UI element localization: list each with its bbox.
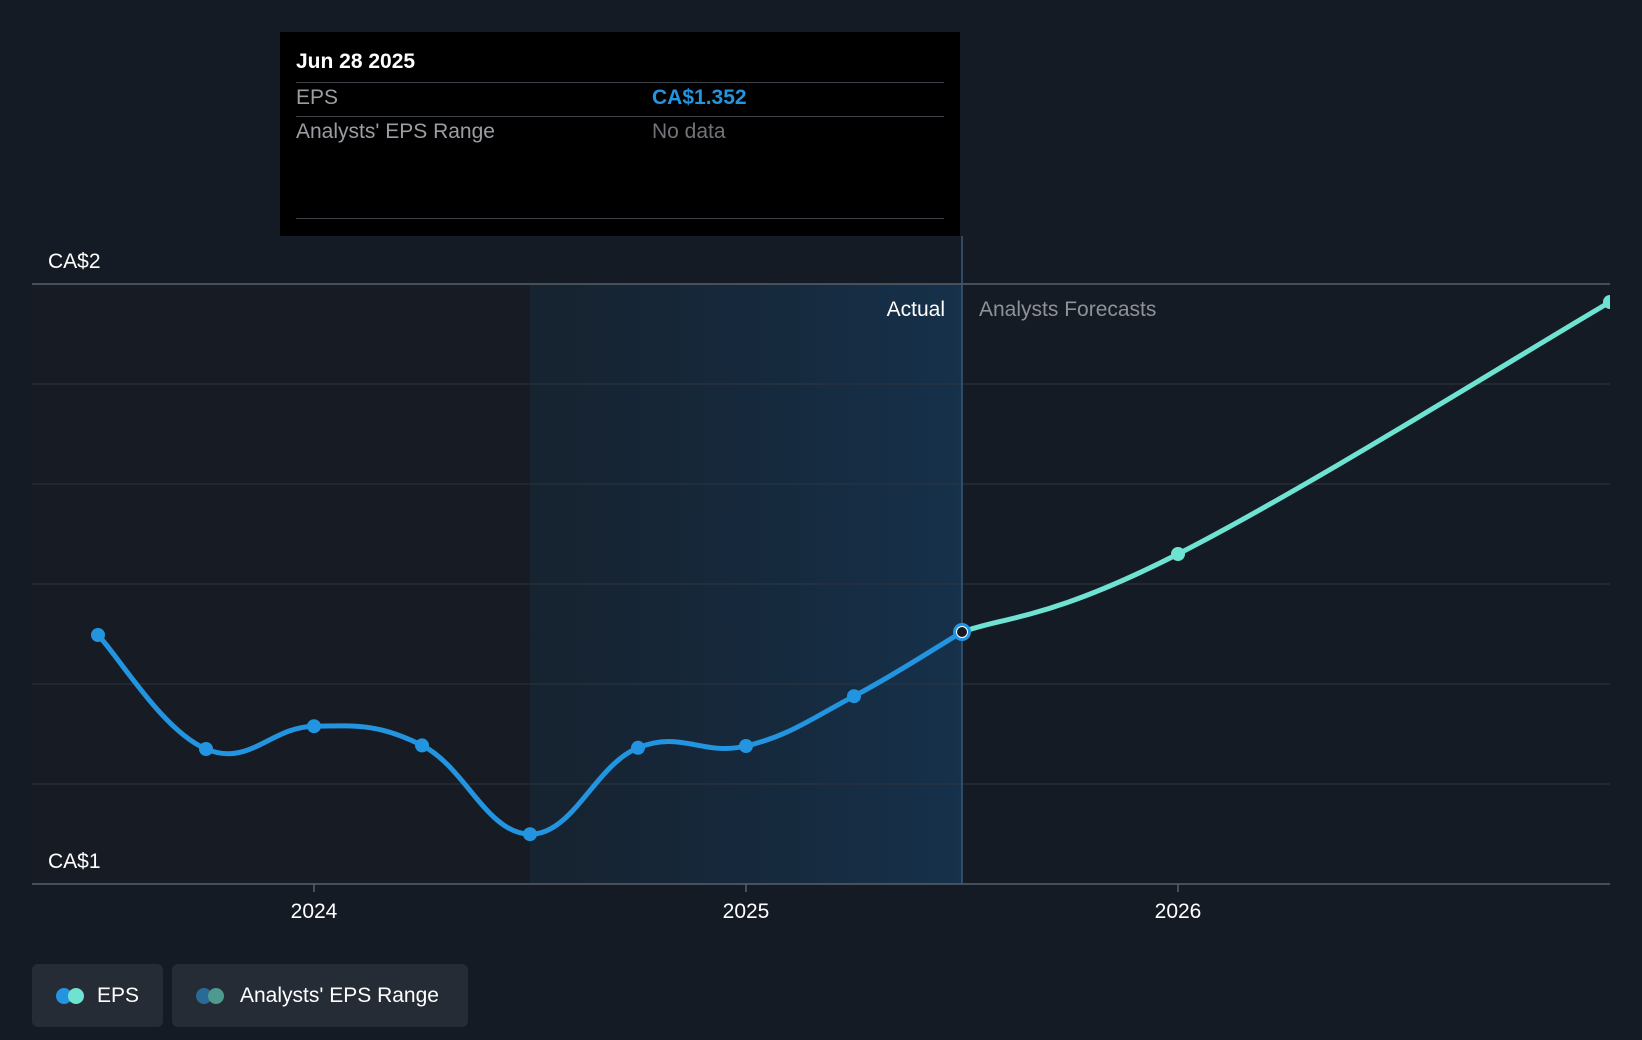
y-tick-label: CA$2 <box>48 250 101 273</box>
range-legend-icon <box>196 987 226 1004</box>
x-tick-label: 2025 <box>723 900 770 923</box>
eps-actual-point <box>523 827 537 842</box>
eps-actual-point <box>307 719 321 734</box>
eps-actual-point <box>199 742 213 756</box>
legend-eps-label: EPS <box>96 983 139 1007</box>
eps-forecast-line <box>959 299 1610 635</box>
tooltip-divider <box>296 116 944 117</box>
tooltip-divider <box>296 218 944 219</box>
eps-forecast-point <box>1603 295 1610 309</box>
eps-actual-point <box>631 740 645 755</box>
legend-eps[interactable]: EPS <box>32 964 163 1027</box>
eps-actual-point <box>415 738 429 753</box>
eps-actual-point <box>91 628 105 642</box>
tooltip-eps-label: EPS <box>296 86 339 109</box>
eps-forecast-point <box>1171 547 1185 561</box>
legend-range-label: Analysts' EPS Range <box>240 983 439 1007</box>
tooltip-divider <box>296 82 944 83</box>
eps-actual-point <box>847 689 861 704</box>
tooltip-eps-value: CA$1.352 <box>652 86 747 109</box>
eps-actual-point <box>739 739 753 753</box>
x-tick-label: 2024 <box>291 900 338 923</box>
tooltip-range-label: Analysts' EPS Range <box>296 120 495 143</box>
tooltip: Jun 28 2025 EPS CA$1.352 Analysts' EPS R… <box>280 32 960 236</box>
y-tick-label: CA$1 <box>48 850 101 873</box>
x-tick-label: 2026 <box>1155 900 1202 923</box>
eps-highlight-point-core <box>957 627 967 637</box>
tooltip-range-value: No data <box>652 120 726 143</box>
eps-legend-icon <box>56 987 84 1004</box>
legend-analysts-range[interactable]: Analysts' EPS Range <box>172 964 468 1027</box>
tooltip-date: Jun 28 2025 <box>296 50 416 73</box>
forecast-label: Analysts Forecasts <box>979 298 1156 321</box>
actual-label: Actual <box>887 298 945 321</box>
